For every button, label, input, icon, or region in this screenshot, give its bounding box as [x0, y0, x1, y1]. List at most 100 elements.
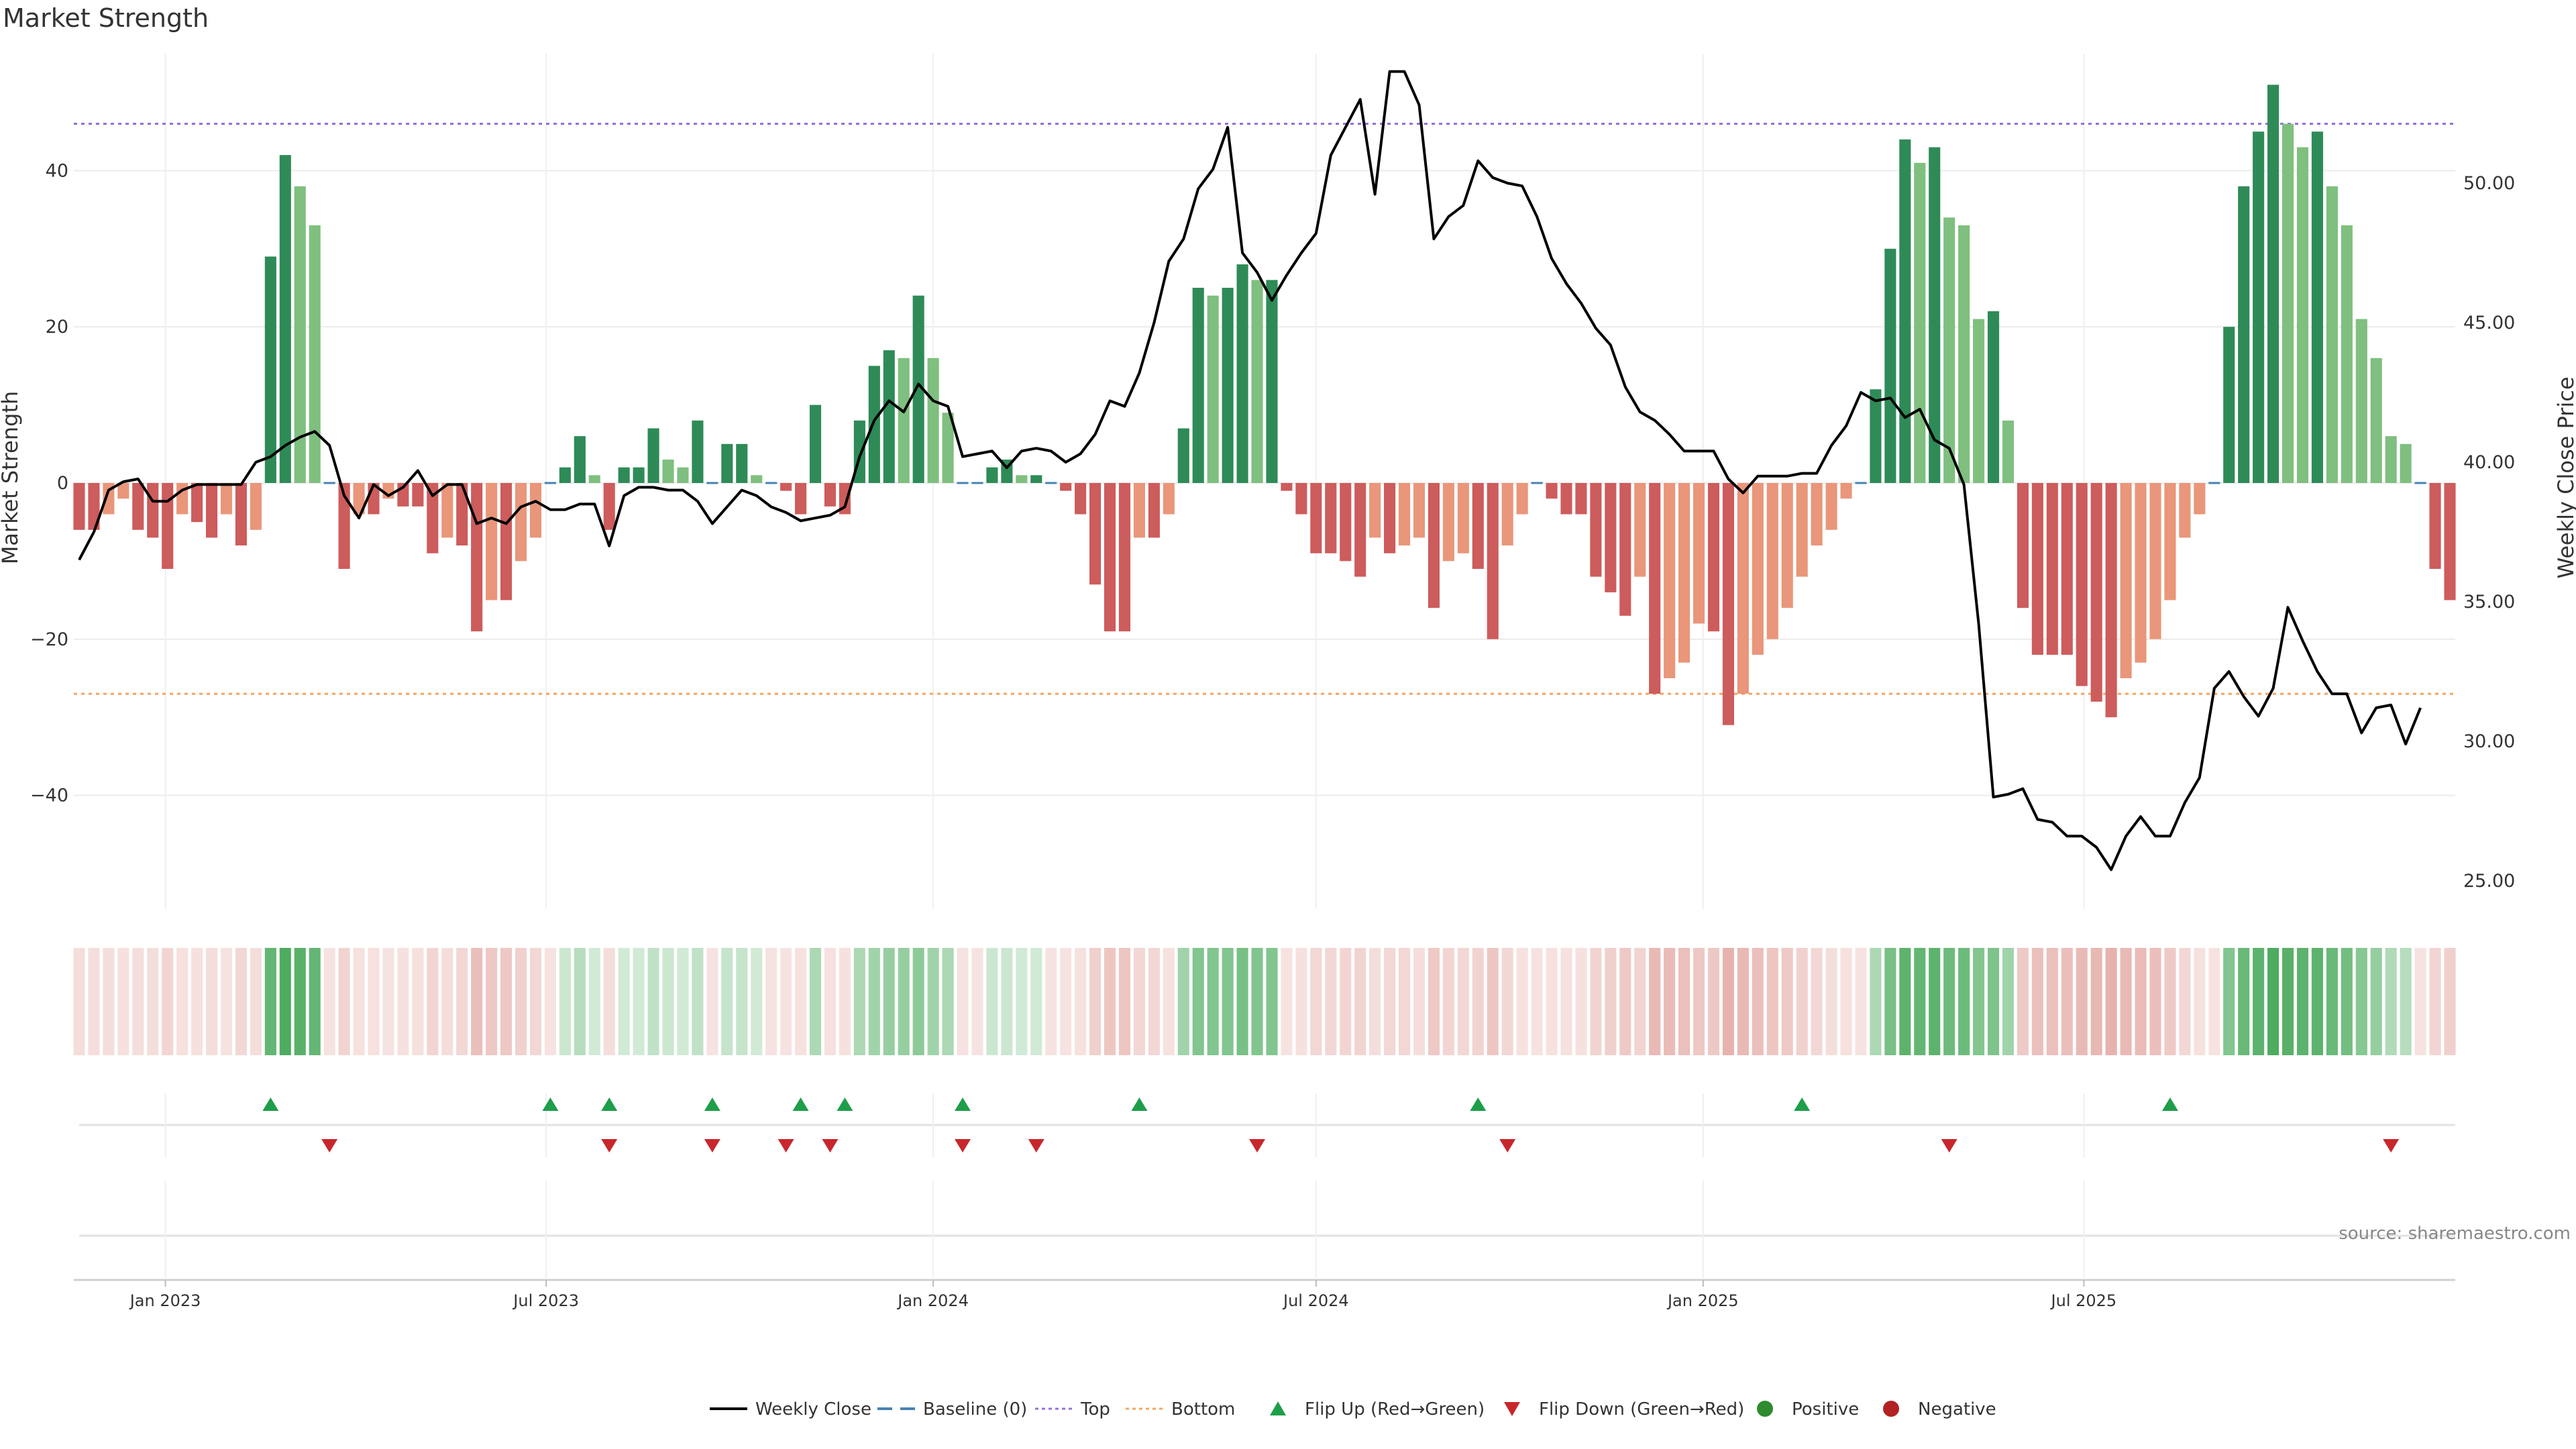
legend-label: Negative: [1918, 1399, 1996, 1419]
y-left-tick-label: 20: [46, 317, 68, 337]
flip-down-marker: [321, 1139, 338, 1152]
heat-cell: [971, 948, 983, 1055]
strength-bar: [1413, 483, 1426, 538]
y-right-tick-label: 40.00: [2463, 452, 2515, 473]
heat-cell: [588, 948, 600, 1055]
heat-cell: [1811, 948, 1823, 1055]
heat-cell: [515, 948, 527, 1055]
heat-cell: [765, 948, 777, 1055]
legend-swatch: [1270, 1401, 1286, 1415]
strength-bar: [1340, 483, 1352, 561]
heat-cell: [1840, 948, 1852, 1055]
strength-bar: [1781, 483, 1793, 608]
heat-cell: [2355, 948, 2367, 1055]
heat-cell: [1575, 948, 1587, 1055]
strength-bar: [618, 467, 630, 483]
heat-cell: [205, 948, 218, 1055]
strength-bar: [1560, 483, 1572, 515]
strength-bar: [2282, 123, 2294, 483]
flip-up-marker: [2161, 1097, 2178, 1111]
strength-bar: [1516, 483, 1528, 515]
strength-bar: [471, 483, 483, 632]
heat-cell: [942, 948, 954, 1055]
strength-bar: [235, 483, 248, 546]
legend-item: Baseline (0): [877, 1399, 1027, 1419]
heat-cell: [2002, 948, 2015, 1055]
strength-bar: [1295, 483, 1307, 515]
heat-cell: [1310, 948, 1322, 1055]
y-axis-right-label: Weekly Close Price: [2553, 376, 2576, 578]
strength-bar: [1133, 483, 1145, 538]
strength-bar: [1236, 264, 1248, 483]
strength-bar: [1428, 483, 1440, 608]
heat-cell: [1619, 948, 1631, 1055]
strength-bar: [279, 155, 291, 483]
heat-cell: [1251, 948, 1263, 1055]
heat-cell: [662, 948, 674, 1055]
heat-cell: [2076, 948, 2088, 1055]
heat-cell: [1884, 948, 1896, 1055]
legend-label: Flip Up (Red→Green): [1305, 1399, 1485, 1419]
heat-cell: [2179, 948, 2191, 1055]
strength-bar: [1722, 483, 1734, 725]
strength-bar: [692, 420, 704, 483]
strength-bar: [1281, 483, 1293, 491]
heat-cell: [1325, 948, 1337, 1055]
strength-bar: [1590, 483, 1602, 577]
strength-bar: [2061, 483, 2073, 655]
heat-cell: [1236, 948, 1248, 1055]
heat-cell: [1104, 948, 1116, 1055]
strength-bar: [1634, 483, 1646, 577]
strength-bar: [427, 483, 439, 553]
strength-bar: [1207, 295, 1219, 483]
strength-bar: [220, 483, 233, 515]
flip-up-marker: [1470, 1097, 1487, 1111]
flip-up-marker: [542, 1097, 559, 1111]
strength-bar: [1973, 319, 1985, 483]
heat-cell: [1752, 948, 1764, 1055]
heat-cell: [574, 948, 586, 1055]
heat-cell: [1605, 948, 1617, 1055]
flip-down-marker: [1028, 1139, 1044, 1152]
heat-cell: [2120, 948, 2132, 1055]
strength-bar: [2149, 483, 2161, 639]
heat-cell: [500, 948, 513, 1055]
strength-bar: [603, 483, 615, 530]
strength-bar: [1914, 162, 1926, 483]
strength-bar: [2002, 420, 2015, 483]
heat-cell: [1501, 948, 1513, 1055]
strength-bar: [1575, 483, 1587, 515]
legend-item: Positive: [1757, 1399, 1859, 1419]
heat-cell: [1546, 948, 1558, 1055]
heat-cell: [1428, 948, 1440, 1055]
heat-cell: [603, 948, 615, 1055]
strength-bar: [1457, 483, 1469, 553]
strength-bar: [2164, 483, 2176, 600]
strength-bar: [1177, 428, 1189, 483]
heat-cell: [721, 948, 733, 1055]
strength-bar: [1266, 280, 1278, 483]
heat-cell: [1398, 948, 1411, 1055]
heat-cell: [2149, 948, 2161, 1055]
heat-cell: [677, 948, 689, 1055]
strength-bar: [2223, 327, 2235, 483]
heat-cell: [1987, 948, 2000, 1055]
strength-bar: [736, 443, 748, 483]
heat-cell: [1649, 948, 1661, 1055]
flip-markers-panel: [79, 1093, 2455, 1157]
heat-cell: [1958, 948, 1970, 1055]
legend-item: Flip Down (Green→Red): [1504, 1399, 1744, 1419]
heat-cell: [2282, 948, 2294, 1055]
heat-cell: [1369, 948, 1381, 1055]
strength-bar: [1707, 483, 1720, 632]
x-tick-label: Jul 2025: [2050, 1291, 2117, 1310]
heat-cell: [1163, 948, 1175, 1055]
strength-bar: [1649, 483, 1661, 694]
strength-bar: [441, 483, 453, 538]
strength-bar: [574, 436, 586, 483]
strength-bar: [2400, 443, 2412, 483]
heat-cell: [397, 948, 409, 1055]
heat-cell: [1060, 948, 1072, 1055]
strength-bar: [456, 483, 468, 546]
